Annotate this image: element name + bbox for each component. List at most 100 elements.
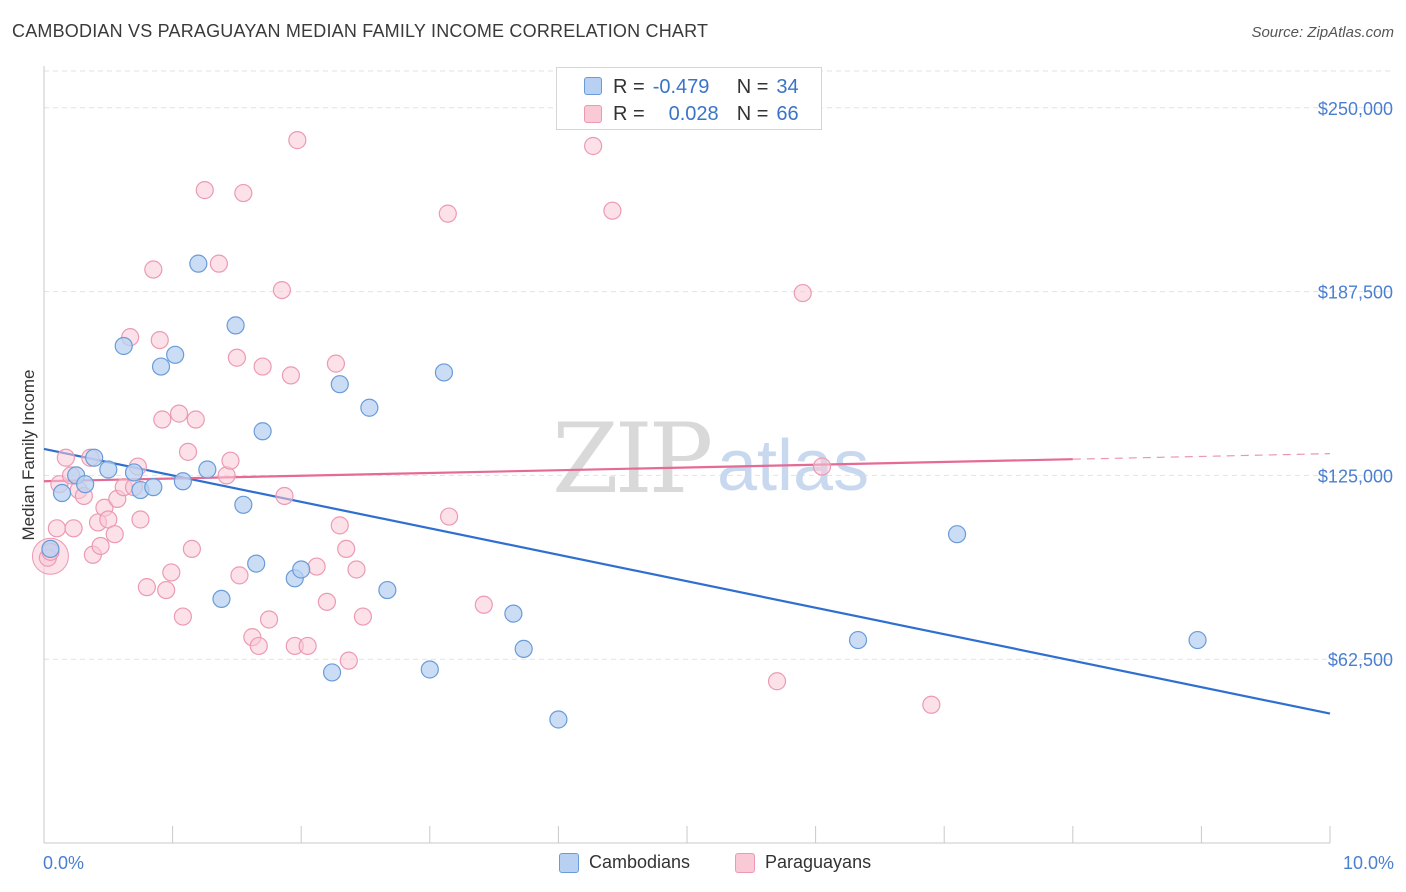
data-point-paraguayans	[793, 283, 812, 303]
legend-n-value: 34	[776, 75, 799, 98]
data-point-paraguayans	[317, 592, 337, 611]
chart-source: Source: ZipAtlas.com	[1251, 24, 1394, 41]
data-point-cambodians	[504, 604, 523, 623]
data-point-cambodians	[41, 539, 60, 559]
data-point-paraguayans	[353, 607, 373, 626]
data-point-paraguayans	[249, 636, 268, 656]
data-point-paraguayans	[162, 563, 181, 582]
data-point-paraguayans	[137, 578, 156, 597]
data-point-cambodians	[947, 525, 967, 544]
data-point-cambodians	[330, 375, 349, 394]
data-point-cambodians	[253, 422, 272, 441]
legend-n-label: N =	[736, 102, 769, 125]
data-point-paraguayans	[157, 580, 176, 600]
data-point-paraguayans	[91, 536, 110, 556]
data-point-paraguayans	[326, 354, 346, 373]
data-point-cambodians	[76, 475, 95, 494]
data-point-paraguayans	[275, 486, 294, 506]
data-point-paraguayans	[56, 448, 75, 467]
y-tick-label: $187,500	[1318, 283, 1393, 303]
data-point-paraguayans	[298, 636, 317, 656]
trend-line-paraguayans	[43, 458, 1073, 483]
legend-swatch-cambodians	[559, 852, 579, 873]
data-point-cambodians	[514, 639, 533, 658]
data-point-paraguayans	[209, 254, 228, 273]
data-point-paraguayans	[230, 566, 249, 585]
data-point-paraguayans	[288, 131, 307, 150]
legend-swatch-cambodians	[584, 77, 602, 95]
data-point-paraguayans	[767, 672, 787, 691]
y-tick-label: $125,000	[1318, 466, 1393, 486]
y-axis-title: Median Family Income	[19, 369, 38, 540]
y-tick-labels: $62,500 $125,000 $187,500 $250,000	[1318, 99, 1393, 670]
data-point-paraguayans	[221, 451, 240, 470]
legend-r-label: R =	[613, 102, 645, 125]
correlation-legend: R = -0.479 N = 34 R = 0.028 N = 66	[556, 67, 822, 130]
legend-row-paraguayans: R = 0.028 N = 66	[613, 102, 799, 126]
legend-swatch-paraguayans	[584, 105, 602, 123]
data-point-cambodians	[114, 336, 133, 356]
data-point-cambodians	[173, 472, 192, 491]
data-point-cambodians	[226, 316, 245, 335]
axes	[43, 66, 1331, 844]
legend-r-value: 0.028	[668, 102, 719, 125]
data-point-paraguayans	[347, 560, 366, 579]
data-point-paraguayans	[438, 204, 457, 223]
x-tick-labels: 0.0% 10.0%	[43, 853, 1394, 873]
chart-title: CAMBODIAN VS PARAGUAYAN MEDIAN FAMILY IN…	[12, 21, 709, 41]
data-point-paraguayans	[474, 595, 493, 614]
data-point-paraguayans	[922, 695, 941, 714]
legend-r-label: R =	[613, 75, 645, 98]
data-point-cambodians	[234, 495, 253, 514]
x-tick-label-min: 0.0%	[43, 853, 84, 873]
legend-item-paraguayans[interactable]: Paraguayans	[735, 852, 871, 873]
data-point-cambodians	[848, 630, 868, 650]
data-point-cambodians	[166, 345, 185, 364]
data-point-paraguayans	[195, 181, 214, 200]
data-point-cambodians	[212, 589, 231, 609]
data-point-paraguayans	[64, 519, 83, 538]
x-tick-label-max: 10.0%	[1343, 853, 1394, 873]
data-point-paraguayans	[330, 516, 349, 535]
trend-line-paraguayans-extension	[1072, 453, 1331, 460]
y-tick-label: $62,500	[1328, 650, 1393, 670]
data-point-paraguayans	[281, 366, 301, 385]
legend-n-value: 66	[776, 102, 799, 125]
data-point-paraguayans	[153, 410, 172, 429]
data-point-paraguayans	[272, 281, 292, 300]
data-point-cambodians	[292, 560, 311, 579]
data-point-paraguayans	[186, 410, 205, 429]
legend-label-cambodians: Cambodians	[589, 852, 691, 872]
data-point-cambodians	[1188, 630, 1207, 650]
legend-item-cambodians[interactable]: Cambodians	[559, 852, 690, 873]
data-point-cambodians	[85, 448, 104, 467]
data-point-cambodians	[151, 357, 171, 376]
series-legend: Cambodians Paraguayans	[0, 852, 1406, 876]
legend-label-paraguayans: Paraguayans	[765, 852, 872, 872]
data-point-paraguayans	[150, 330, 169, 350]
trend-lines	[43, 447, 1331, 715]
data-point-cambodians	[434, 363, 454, 382]
data-point-paraguayans	[339, 651, 358, 670]
trend-line-cambodians	[43, 447, 1331, 715]
data-point-paraguayans	[144, 260, 163, 279]
data-point-cambodians	[189, 254, 208, 273]
y-tick-label: $250,000	[1318, 99, 1393, 119]
data-point-cambodians	[322, 663, 342, 682]
data-point-paraguayans	[584, 136, 603, 156]
data-point-cambodians	[144, 478, 163, 497]
cambodians-points	[41, 254, 1207, 729]
data-point-paraguayans	[131, 510, 150, 529]
data-point-paraguayans	[178, 442, 198, 461]
watermark-zip: ZIP	[552, 403, 711, 515]
data-point-cambodians	[378, 580, 397, 600]
data-point-cambodians	[124, 463, 144, 482]
legend-n-label: N =	[736, 75, 769, 98]
data-point-paraguayans	[439, 507, 459, 526]
legend-swatch-paraguayans	[735, 852, 755, 873]
data-point-paraguayans	[227, 348, 246, 367]
legend-row-cambodians: R = -0.479 N = 34	[613, 75, 799, 99]
data-point-paraguayans	[169, 404, 189, 423]
data-point-paraguayans	[253, 357, 272, 376]
